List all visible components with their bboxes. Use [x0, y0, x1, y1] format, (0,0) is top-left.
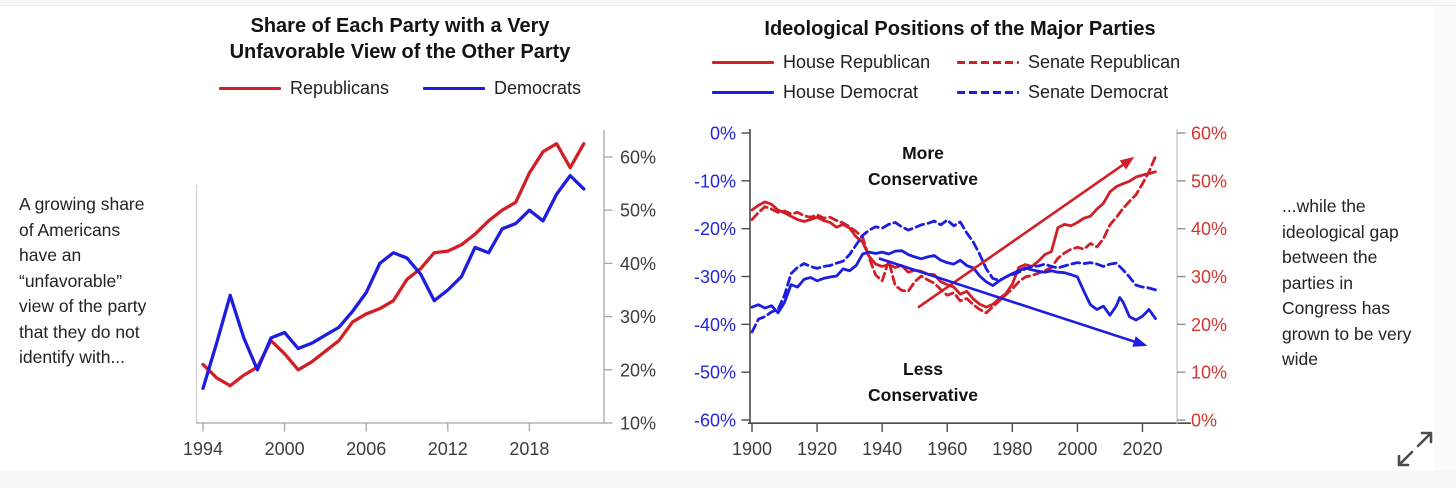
republicans-line-swatch	[218, 86, 281, 91]
left-chart-title-line1: Share of Each Party with a Very	[250, 15, 550, 37]
y-left-tick-label: -40%	[694, 315, 736, 335]
annotation-line: More	[902, 143, 944, 163]
x-tick-label: 1900	[732, 439, 772, 459]
legend-label-republicans: Republicans	[289, 78, 390, 98]
series-line-republicans	[201, 142, 586, 388]
series-line-senate-democrat	[750, 218, 1157, 334]
left-chart-title-line2: Unfavorable View of the Other Party	[229, 41, 571, 63]
left-caption-line: that they do not	[19, 321, 140, 342]
right-caption-text: ...while the ideological gap between the…	[1282, 194, 1437, 373]
right-legend-row-2: House Democrat Senate Democrat	[712, 82, 1224, 103]
y-tick-label: 50%	[620, 201, 656, 221]
more-conservative-arrow-head	[1119, 156, 1135, 170]
left-caption-line: of Americans	[19, 219, 121, 240]
house-democrat-line-swatch	[712, 90, 774, 95]
y-tick-label: 10%	[620, 414, 656, 434]
x-tick-label: 1980	[992, 439, 1032, 459]
y-right-tick-label: 20%	[1191, 315, 1227, 335]
left-caption-line: have an	[19, 245, 82, 265]
annotation-more-conservative: More Conservative	[828, 140, 1018, 192]
expand-button[interactable]	[1392, 427, 1440, 471]
y-left-tick-label: -60%	[694, 411, 736, 431]
legend-item-republicans: Republicans	[218, 78, 390, 99]
y-right-tick-label: 30%	[1191, 267, 1227, 287]
democrats-line-swatch	[423, 86, 486, 91]
annotation-line: Conservative	[868, 169, 978, 189]
right-caption-line: between the	[1282, 247, 1378, 267]
legend-label-house-republican: House Republican	[783, 52, 931, 72]
right-caption-line: ...while the	[1282, 196, 1366, 216]
legend-label-senate-democrat: Senate Democrat	[1028, 82, 1169, 102]
legend-item-house-republican: House Republican	[712, 52, 957, 73]
annotation-line: Conservative	[868, 385, 978, 405]
less-conservative-arrow-head	[1132, 336, 1148, 347]
left-caption-line: “unfavorable”	[19, 270, 123, 291]
x-tick-label: 1940	[862, 439, 902, 459]
y-left-tick-label: -50%	[694, 363, 736, 383]
right-chart-title: Ideological Positions of the Major Parti…	[764, 18, 1156, 40]
y-left-tick-label: -20%	[694, 219, 736, 239]
figure-background	[0, 6, 1434, 471]
y-left-tick-label: 0%	[710, 124, 736, 144]
legend-item-democrats: Democrats	[423, 78, 581, 99]
left-caption-line: A growing share	[19, 194, 145, 214]
y-right-tick-label: 0%	[1191, 411, 1217, 431]
legend-label-senate-republican: Senate Republican	[1028, 52, 1181, 72]
right-caption-line: Congress has	[1282, 298, 1390, 318]
left-caption-text: A growing share of Americans have an “un…	[19, 192, 184, 371]
x-tick-label: 2018	[509, 439, 549, 459]
less-conservative-arrow	[878, 257, 1140, 345]
y-tick-label: 20%	[620, 360, 656, 380]
senate-republican-dashed-swatch	[957, 60, 1019, 65]
senate-democrat-dashed-swatch	[957, 90, 1019, 95]
y-tick-label: 60%	[620, 148, 656, 168]
expand-icon	[1397, 431, 1433, 467]
y-tick-label: 30%	[620, 307, 656, 327]
legend-item-house-democrat: House Democrat	[712, 82, 957, 103]
right-caption-line: wide	[1282, 349, 1318, 369]
annotation-less-conservative: Less Conservative	[828, 356, 1018, 408]
page-top-gutter	[0, 0, 1456, 6]
legend-label-house-democrat: House Democrat	[783, 82, 919, 102]
page-right-gutter	[1434, 6, 1456, 488]
page-bottom-gutter	[0, 471, 1456, 488]
y-right-tick-label: 40%	[1191, 219, 1227, 239]
x-tick-label: 1920	[797, 439, 837, 459]
right-chart-legend: House Republican Senate Republican House…	[712, 52, 1224, 112]
x-tick-label: 2020	[1122, 439, 1162, 459]
x-tick-label: 1960	[927, 439, 967, 459]
y-right-tick-label: 50%	[1191, 171, 1227, 191]
house-republican-line-swatch	[712, 60, 774, 65]
x-tick-label: 2000	[265, 439, 305, 459]
y-right-tick-label: 60%	[1191, 124, 1227, 144]
y-tick-label: 40%	[620, 254, 656, 274]
left-caption-line: identify with...	[19, 347, 126, 367]
left-chart-legend: Republicans Democrats	[196, 78, 604, 99]
left-caption-line: view of the party	[19, 296, 147, 316]
x-tick-label: 2012	[428, 439, 468, 459]
x-tick-label: 2006	[346, 439, 386, 459]
series-line-democrats	[201, 173, 586, 391]
legend-item-senate-republican: Senate Republican	[957, 52, 1180, 73]
series-line-senate-republican	[750, 155, 1157, 315]
right-caption-line: ideological gap	[1282, 221, 1399, 242]
right-caption-line: grown to be very	[1282, 323, 1412, 344]
left-chart-title: Share of Each Party with a Very Unfavora…	[180, 13, 620, 65]
annotation-line: Less	[903, 359, 943, 379]
y-left-tick-label: -10%	[694, 171, 736, 191]
legend-item-senate-democrat: Senate Democrat	[957, 82, 1168, 103]
series-line-house-republican	[750, 170, 1157, 309]
right-legend-row-1: House Republican Senate Republican	[712, 52, 1224, 73]
x-tick-label: 2000	[1057, 439, 1097, 459]
legend-label-democrats: Democrats	[494, 78, 582, 98]
right-caption-line: parties in	[1282, 272, 1354, 293]
y-right-tick-label: 10%	[1191, 363, 1227, 383]
y-left-tick-label: -30%	[694, 267, 736, 287]
x-tick-label: 1994	[183, 439, 223, 459]
series-line-house-democrat	[750, 249, 1157, 322]
